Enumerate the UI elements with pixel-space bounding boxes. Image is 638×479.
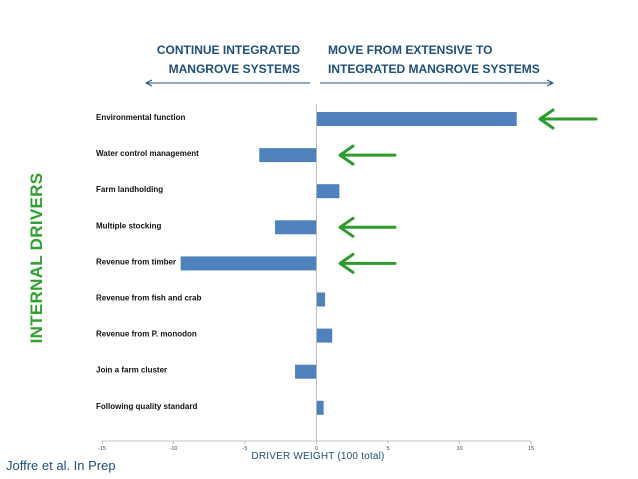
x-axis: -15 -10 -5 0 5 10 15 [98, 104, 534, 452]
category-label: Farm landholding [96, 185, 163, 194]
x-tick-label: 5 [386, 446, 389, 452]
bar [295, 364, 317, 379]
category-label: Water control management [96, 149, 199, 158]
bar [259, 148, 317, 163]
header-left-line-2: MANGROVE SYSTEMS [168, 62, 300, 76]
header-arrow-left-head [144, 79, 153, 87]
highlight-arrows [338, 108, 598, 274]
category-label: Multiple stocking [96, 221, 161, 230]
header-arrow-right-head [546, 79, 555, 87]
x-tick-label: -10 [170, 446, 178, 452]
header-move-to-integrated: MOVE FROM EXTENSIVE TO INTEGRATED MANGRO… [328, 41, 540, 79]
bar [316, 328, 333, 343]
x-tick-label: -15 [98, 446, 106, 452]
category-label: Revenue from timber [96, 257, 176, 266]
header-right-line-1: MOVE FROM EXTENSIVE TO [328, 43, 493, 57]
bars-layer [180, 112, 517, 415]
header-left-line-1: CONTINUE INTEGRATED [156, 43, 300, 57]
bar [316, 292, 326, 307]
x-tick-label: -5 [243, 446, 248, 452]
bar [316, 400, 324, 415]
category-labels: Environmental function Water control mana… [96, 113, 201, 411]
bar [180, 256, 317, 271]
citation: Joffre et al. In Prep [6, 458, 116, 473]
header-right-line-2: INTEGRATED MANGROVE SYSTEMS [328, 62, 540, 76]
left-arrow-icon [338, 144, 397, 166]
bar [316, 112, 517, 126]
category-label: Revenue from P. monodon [96, 330, 197, 339]
bar [275, 220, 317, 235]
category-label: Revenue from fish and crab [96, 294, 201, 303]
x-axis-title: DRIVER WEIGHT (100 total) [251, 451, 385, 462]
category-label: Join a farm cluster [96, 366, 167, 375]
bar [316, 184, 340, 199]
left-arrow-icon [538, 108, 598, 130]
internal-drivers-label: INTERNAL DRIVERS [27, 172, 46, 344]
x-tick-label: 10 [456, 446, 462, 452]
category-label: Following quality standard [96, 402, 197, 411]
left-arrow-icon [338, 216, 397, 238]
header-continue-integrated: CONTINUE INTEGRATED MANGROVE SYSTEMS [157, 41, 300, 79]
x-tick-label: 15 [528, 446, 534, 452]
left-arrow-icon [338, 252, 397, 274]
category-label: Environmental function [96, 113, 185, 122]
x-tick-label: 0 [315, 446, 318, 452]
